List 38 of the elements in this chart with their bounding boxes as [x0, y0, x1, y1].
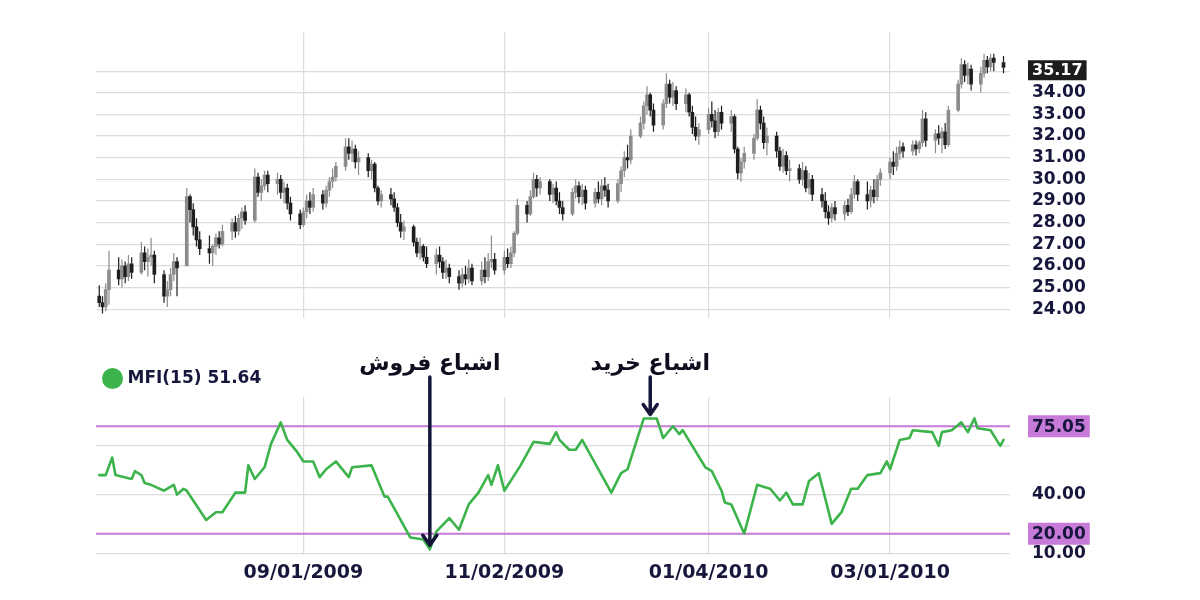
y-tick-label: 10.00 — [1032, 541, 1086, 562]
candlestick — [243, 204, 247, 226]
y-tick-label: 24.00 — [1032, 297, 1086, 318]
candlestick — [593, 187, 597, 209]
y-tick-label: 25.00 — [1032, 275, 1086, 296]
candlestick — [891, 150, 896, 176]
y-tick-label: 27.00 — [1032, 232, 1086, 253]
candlestick — [175, 256, 179, 297]
candlestick — [969, 64, 973, 92]
text: 35.17 — [1032, 60, 1083, 80]
y-tick-label: 34.00 — [1032, 81, 1086, 102]
candlestick — [470, 263, 474, 286]
candlestick — [418, 237, 422, 260]
candlestick — [256, 172, 260, 198]
y-tick-label: 32.00 — [1032, 124, 1086, 145]
x-tick-label: 01/04/2010 — [648, 559, 769, 582]
y-tick-label: 40.00 — [1032, 483, 1086, 504]
candlestick — [162, 269, 166, 304]
legend-label: MFI(15) 51.64 — [127, 366, 262, 387]
candlestick — [787, 159, 792, 183]
x-tick-label: 11/02/2009 — [444, 559, 565, 582]
annotation: اشباع فروش — [359, 349, 501, 376]
y-tick-label: 26.00 — [1032, 254, 1086, 275]
candlestick — [402, 219, 406, 241]
candlestick — [765, 126, 769, 157]
y-tick-label: 28.00 — [1032, 211, 1086, 232]
y-tick-label: 30.00 — [1032, 167, 1086, 188]
x-tick-label: 09/01/2009 — [243, 559, 364, 582]
y-tick-label: 31.00 — [1032, 146, 1086, 167]
candlestick — [888, 157, 892, 180]
y-tick-label: 33.00 — [1032, 102, 1086, 123]
ref-line-label: 75.05 — [1032, 415, 1086, 436]
ref-line-label: 20.00 — [1032, 523, 1086, 544]
candlestick — [625, 144, 630, 170]
annotation: اشباع خرید — [590, 349, 711, 376]
x-tick-label: 03/01/2010 — [830, 559, 950, 582]
candlestick — [697, 122, 701, 146]
y-tick-label: 29.00 — [1032, 189, 1086, 210]
